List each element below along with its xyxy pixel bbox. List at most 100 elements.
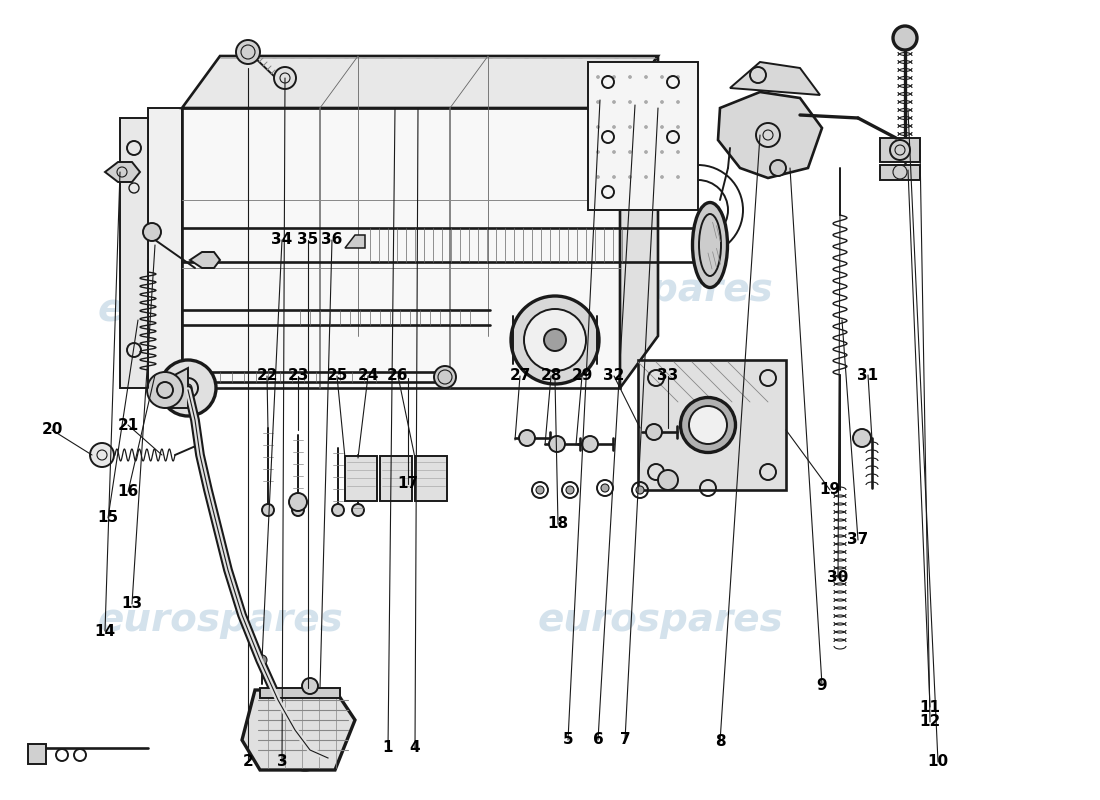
Circle shape — [660, 75, 663, 78]
Circle shape — [147, 372, 183, 408]
Text: 37: 37 — [847, 533, 869, 547]
Circle shape — [645, 126, 648, 129]
Text: 9: 9 — [816, 678, 827, 693]
Circle shape — [645, 175, 648, 178]
Text: 25: 25 — [327, 369, 348, 383]
Text: 2: 2 — [243, 754, 253, 770]
Text: eurospares: eurospares — [527, 271, 773, 309]
Text: 29: 29 — [571, 369, 593, 383]
Bar — [345, 456, 377, 501]
Circle shape — [596, 150, 600, 154]
Bar — [415, 456, 447, 501]
Circle shape — [274, 67, 296, 89]
Circle shape — [628, 175, 631, 178]
Circle shape — [236, 40, 260, 64]
Polygon shape — [620, 56, 658, 388]
Text: 16: 16 — [118, 485, 139, 499]
Text: 26: 26 — [387, 369, 409, 383]
Text: 7: 7 — [619, 733, 630, 747]
Text: 23: 23 — [287, 369, 309, 383]
Circle shape — [893, 26, 917, 50]
Circle shape — [628, 150, 631, 154]
Text: eurospares: eurospares — [97, 601, 343, 639]
Text: 32: 32 — [603, 369, 625, 383]
Polygon shape — [880, 165, 920, 180]
Text: 31: 31 — [857, 367, 879, 382]
Polygon shape — [120, 118, 148, 388]
Circle shape — [628, 126, 631, 129]
Circle shape — [628, 101, 631, 103]
Text: 15: 15 — [98, 510, 119, 526]
Circle shape — [292, 504, 304, 516]
Bar — [379, 456, 412, 501]
Ellipse shape — [544, 329, 566, 351]
Circle shape — [582, 436, 598, 452]
Text: 20: 20 — [42, 422, 63, 438]
Bar — [588, 62, 698, 210]
Text: 19: 19 — [820, 482, 840, 498]
Text: 3: 3 — [277, 754, 287, 770]
Ellipse shape — [434, 366, 456, 388]
Polygon shape — [190, 252, 220, 268]
Circle shape — [676, 126, 680, 129]
Circle shape — [566, 486, 574, 494]
Polygon shape — [104, 162, 140, 182]
Polygon shape — [148, 108, 182, 388]
Polygon shape — [345, 235, 365, 248]
Text: eurospares: eurospares — [97, 291, 343, 329]
Text: 36: 36 — [321, 233, 343, 247]
Text: 11: 11 — [920, 699, 940, 714]
Circle shape — [676, 150, 680, 154]
Circle shape — [613, 126, 616, 129]
Text: 24: 24 — [358, 369, 378, 383]
Circle shape — [660, 126, 663, 129]
Circle shape — [302, 678, 318, 694]
Circle shape — [596, 175, 600, 178]
Ellipse shape — [689, 406, 727, 444]
Circle shape — [660, 175, 663, 178]
Circle shape — [628, 75, 631, 78]
Polygon shape — [182, 56, 658, 108]
Text: 33: 33 — [658, 369, 679, 383]
Text: eurospares: eurospares — [537, 601, 783, 639]
Ellipse shape — [512, 296, 600, 384]
Text: 4: 4 — [409, 741, 420, 755]
Circle shape — [676, 175, 680, 178]
Circle shape — [852, 429, 871, 447]
Circle shape — [658, 470, 678, 490]
Text: 35: 35 — [297, 233, 319, 247]
Text: 8: 8 — [715, 734, 725, 750]
Text: 12: 12 — [920, 714, 940, 730]
Circle shape — [613, 150, 616, 154]
Circle shape — [676, 75, 680, 78]
Circle shape — [596, 126, 600, 129]
Circle shape — [646, 424, 662, 440]
Bar — [260, 688, 340, 698]
Text: 28: 28 — [540, 369, 562, 383]
Polygon shape — [730, 62, 820, 95]
Text: 17: 17 — [397, 477, 419, 491]
Text: 5: 5 — [563, 733, 573, 747]
Circle shape — [289, 493, 307, 511]
Text: 34: 34 — [272, 233, 293, 247]
Polygon shape — [880, 138, 920, 162]
Circle shape — [143, 223, 161, 241]
Polygon shape — [165, 368, 188, 408]
Ellipse shape — [681, 398, 736, 453]
Circle shape — [613, 75, 616, 78]
Circle shape — [287, 734, 323, 770]
Text: 27: 27 — [509, 369, 530, 383]
Text: 21: 21 — [118, 418, 139, 433]
Bar — [28, 744, 46, 764]
Circle shape — [660, 150, 663, 154]
Circle shape — [160, 360, 216, 416]
Circle shape — [184, 384, 192, 392]
Circle shape — [613, 175, 616, 178]
Text: 14: 14 — [95, 623, 116, 638]
Circle shape — [601, 484, 609, 492]
Circle shape — [636, 486, 644, 494]
Polygon shape — [718, 92, 822, 178]
Circle shape — [645, 150, 648, 154]
Polygon shape — [638, 360, 786, 490]
Polygon shape — [242, 690, 355, 770]
